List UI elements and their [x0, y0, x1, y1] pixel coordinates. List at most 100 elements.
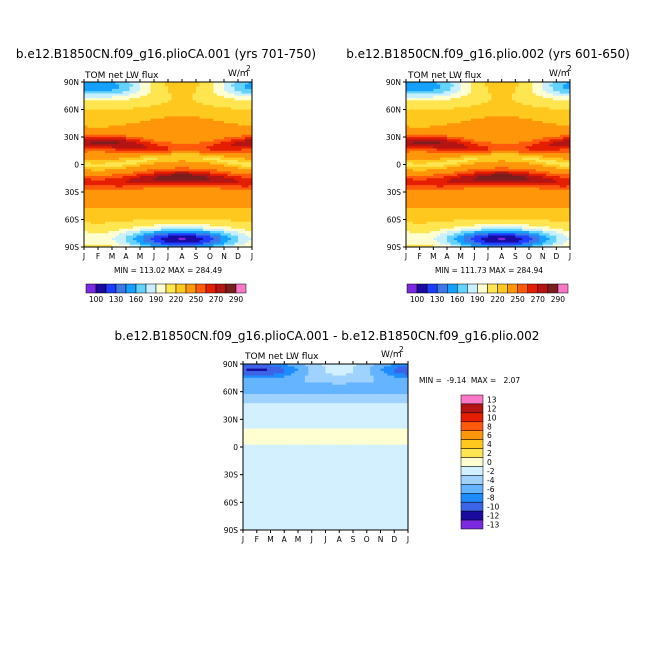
heat-cell [182, 162, 186, 165]
heat-cell [196, 120, 200, 124]
heat-cell [182, 214, 186, 218]
heat-cell [213, 93, 218, 97]
heat-cell [231, 153, 235, 156]
heat-cell [231, 157, 235, 161]
heat-cell [94, 125, 99, 129]
heat-cell [122, 111, 127, 115]
heat-cell [136, 237, 141, 241]
heat-cell [105, 146, 109, 149]
heat-cell [178, 148, 183, 152]
heat-cell [426, 146, 431, 149]
y-tick-label: 0 [74, 161, 79, 170]
heat-cell [129, 242, 134, 246]
heat-cell [87, 189, 92, 193]
heat-cell [94, 233, 99, 236]
heat-cell [182, 205, 186, 209]
heat-cell [412, 166, 417, 170]
heat-cell [464, 157, 468, 161]
heat-cell [87, 228, 92, 232]
heat-cell [241, 185, 246, 188]
heat-cell [467, 240, 472, 243]
heat-cell [238, 182, 242, 186]
heat-cell [189, 230, 193, 234]
heat-cell [154, 237, 158, 241]
heat-cell [126, 205, 130, 209]
heat-cell [234, 180, 239, 184]
heat-cell [443, 205, 448, 209]
heat-cell [133, 178, 137, 181]
heat-cell [98, 134, 102, 138]
heat-cell [84, 210, 88, 213]
heat-cell [192, 98, 197, 101]
heat-cell [98, 120, 102, 124]
heat-cell [98, 233, 102, 236]
heat-cell [206, 164, 211, 168]
heat-cell [182, 116, 186, 120]
heat-cell [199, 150, 204, 154]
heat-cell [224, 82, 228, 85]
heat-cell [248, 171, 253, 175]
heat-cell [196, 242, 200, 246]
heat-cell [192, 157, 197, 161]
heat-cell [241, 182, 246, 186]
heat-cell [196, 185, 200, 188]
heat-cell [440, 104, 444, 108]
heat-cell [220, 198, 225, 202]
heat-cell [164, 203, 169, 207]
heat-cell [238, 175, 242, 179]
heat-cell [220, 235, 225, 239]
heat-cell [460, 169, 465, 172]
heat-cell [217, 157, 221, 161]
heat-cell [234, 169, 239, 172]
heat-cell [192, 233, 197, 236]
heat-cell [409, 180, 414, 184]
heat-cell [220, 107, 225, 110]
heat-cell [98, 173, 102, 177]
heat-cell [227, 93, 232, 97]
heat-cell [453, 221, 458, 225]
heat-cell [192, 102, 197, 106]
heat-cell [157, 185, 162, 188]
heat-cell [143, 180, 148, 184]
heat-cell [171, 141, 176, 145]
heat-cell [412, 237, 417, 241]
heat-cell [238, 102, 242, 106]
heat-cell [464, 93, 468, 97]
heat-cell [119, 224, 123, 227]
heat-cell [140, 237, 144, 241]
heat-cell [126, 95, 130, 99]
heat-cell [150, 150, 155, 154]
heat-cell [238, 86, 242, 90]
heat-cell [416, 214, 421, 218]
heat-cell [203, 244, 207, 248]
heat-cell [460, 240, 465, 243]
heat-cell [464, 164, 468, 168]
heat-cell [248, 189, 253, 193]
heat-cell [150, 104, 155, 108]
heat-cell [433, 155, 438, 158]
heat-cell [108, 150, 113, 154]
heat-cell [406, 208, 410, 211]
heat-cell [161, 86, 165, 90]
heat-cell [105, 210, 109, 213]
heat-cell [84, 91, 88, 94]
heat-cell [447, 118, 451, 122]
heat-cell [460, 141, 465, 145]
heat-cell [178, 203, 183, 207]
heat-cell [210, 189, 214, 193]
heat-cell [91, 155, 95, 158]
heat-cell [161, 153, 165, 156]
heat-cell [419, 114, 424, 117]
heat-cell [453, 93, 458, 97]
heat-cell [467, 130, 472, 133]
heat-cell [182, 148, 186, 152]
heat-cell [436, 237, 441, 241]
heat-cell [189, 228, 193, 232]
heat-cell [416, 178, 421, 181]
heat-cell [105, 150, 109, 154]
heat-cell [94, 150, 99, 154]
heat-cell [140, 194, 144, 197]
heat-cell [412, 155, 417, 158]
heat-cell [231, 217, 235, 220]
heat-cell [185, 240, 190, 243]
